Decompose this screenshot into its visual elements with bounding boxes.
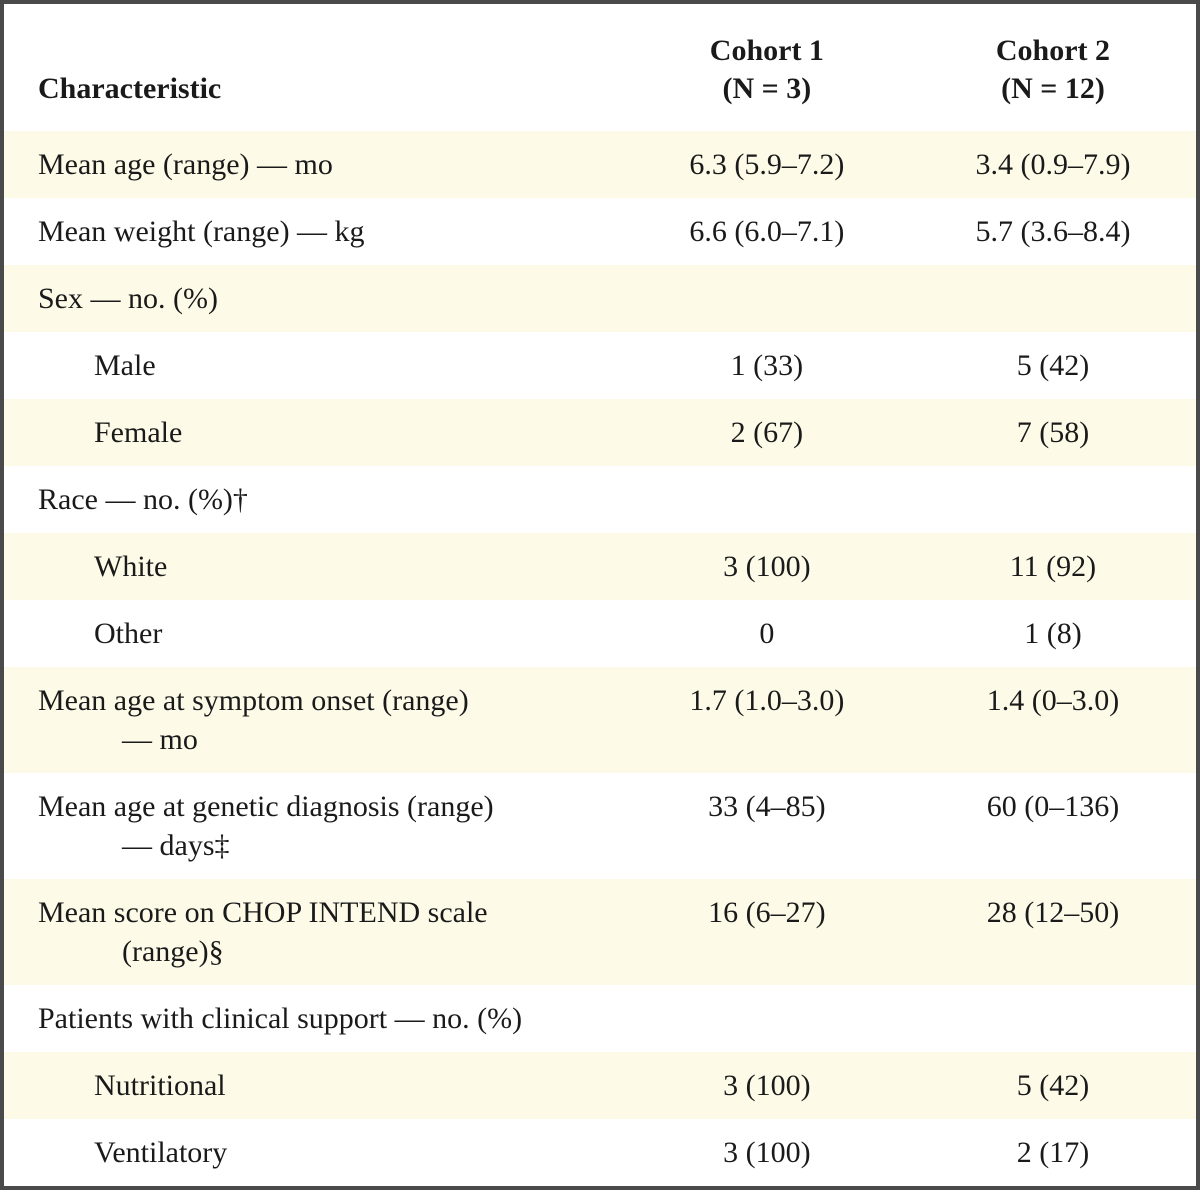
table-row: White 3 (100) 11 (92) xyxy=(4,533,1196,600)
row-label: Mean age at genetic diagnosis (range) — … xyxy=(4,773,624,879)
row-value-c1: 1 (33) xyxy=(624,332,910,399)
table-row: Mean weight (range) — kg 6.6 (6.0–7.1) 5… xyxy=(4,198,1196,265)
row-label: Mean score on CHOP INTEND scale (range)§ xyxy=(4,879,624,985)
row-value-c2 xyxy=(910,265,1196,332)
row-label-line1: Mean score on CHOP INTEND scale xyxy=(38,896,488,929)
col-header-cohort1: Cohort 1 (N = 3) xyxy=(624,4,910,131)
row-value-c1: 6.6 (6.0–7.1) xyxy=(624,198,910,265)
row-value-c1 xyxy=(624,265,910,332)
row-label: Race — no. (%)† xyxy=(4,466,624,533)
baseline-characteristics-table: Characteristic Cohort 1 (N = 3) Cohort 2… xyxy=(0,0,1200,1190)
row-value-c1 xyxy=(624,466,910,533)
row-label-line2: (range)§ xyxy=(38,932,604,971)
row-value-c2: 1.4 (0–3.0) xyxy=(910,667,1196,773)
row-value-c1: 3 (100) xyxy=(624,1052,910,1119)
row-value-c2: 2 (17) xyxy=(910,1119,1196,1186)
row-label-line1: Mean age at genetic diagnosis (range) xyxy=(38,790,494,823)
row-value-c2: 1 (8) xyxy=(910,600,1196,667)
table-row: Nutritional 3 (100) 5 (42) xyxy=(4,1052,1196,1119)
table-row: Ventilatory 3 (100) 2 (17) xyxy=(4,1119,1196,1186)
row-label: Mean weight (range) — kg xyxy=(4,198,624,265)
row-label: Mean age at symptom onset (range) — mo xyxy=(4,667,624,773)
row-value-c2: 11 (92) xyxy=(910,533,1196,600)
col-header-cohort2: Cohort 2 (N = 12) xyxy=(910,4,1196,131)
row-value-c1: 33 (4–85) xyxy=(624,773,910,879)
data-table: Characteristic Cohort 1 (N = 3) Cohort 2… xyxy=(4,4,1196,1186)
row-value-c1: 1.7 (1.0–3.0) xyxy=(624,667,910,773)
row-label: Nutritional xyxy=(4,1052,624,1119)
row-value-c1: 3 (100) xyxy=(624,533,910,600)
row-value-c1: 3 (100) xyxy=(624,1119,910,1186)
row-value-c2: 5 (42) xyxy=(910,1052,1196,1119)
table-row: Other 0 1 (8) xyxy=(4,600,1196,667)
row-label-line2: — mo xyxy=(38,720,604,759)
row-value-c2 xyxy=(910,985,1196,1052)
table-body: Mean age (range) — mo 6.3 (5.9–7.2) 3.4 … xyxy=(4,131,1196,1186)
table-row: Mean age (range) — mo 6.3 (5.9–7.2) 3.4 … xyxy=(4,131,1196,198)
row-value-c2: 7 (58) xyxy=(910,399,1196,466)
row-value-c2: 5.7 (3.6–8.4) xyxy=(910,198,1196,265)
table-row: Mean age at symptom onset (range) — mo 1… xyxy=(4,667,1196,773)
row-label: Other xyxy=(4,600,624,667)
table-row: Race — no. (%)† xyxy=(4,466,1196,533)
row-value-c1: 2 (67) xyxy=(624,399,910,466)
row-value-c2: 60 (0–136) xyxy=(910,773,1196,879)
table-header-row: Characteristic Cohort 1 (N = 3) Cohort 2… xyxy=(4,4,1196,131)
cohort2-n: (N = 12) xyxy=(930,70,1176,108)
row-value-c1: 16 (6–27) xyxy=(624,879,910,985)
row-value-c1 xyxy=(624,985,910,1052)
table-row: Mean score on CHOP INTEND scale (range)§… xyxy=(4,879,1196,985)
row-label-line1: Mean age at symptom onset (range) xyxy=(38,684,469,717)
row-label: Female xyxy=(4,399,624,466)
row-label: White xyxy=(4,533,624,600)
row-label-line2: — days‡ xyxy=(38,826,604,865)
row-value-c2: 5 (42) xyxy=(910,332,1196,399)
table-row: Sex — no. (%) xyxy=(4,265,1196,332)
col-header-characteristic: Characteristic xyxy=(4,4,624,131)
row-value-c2: 28 (12–50) xyxy=(910,879,1196,985)
cohort2-title: Cohort 2 xyxy=(930,32,1176,70)
row-label: Male xyxy=(4,332,624,399)
row-value-c1: 6.3 (5.9–7.2) xyxy=(624,131,910,198)
row-label: Ventilatory xyxy=(4,1119,624,1186)
col-header-characteristic-text: Characteristic xyxy=(38,72,221,105)
row-value-c2 xyxy=(910,466,1196,533)
row-label: Patients with clinical support — no. (%) xyxy=(4,985,624,1052)
table-row: Mean age at genetic diagnosis (range) — … xyxy=(4,773,1196,879)
table-row: Patients with clinical support — no. (%) xyxy=(4,985,1196,1052)
cohort1-title: Cohort 1 xyxy=(644,32,890,70)
row-value-c2: 3.4 (0.9–7.9) xyxy=(910,131,1196,198)
row-label: Sex — no. (%) xyxy=(4,265,624,332)
cohort1-n: (N = 3) xyxy=(644,70,890,108)
row-label: Mean age (range) — mo xyxy=(4,131,624,198)
table-row: Female 2 (67) 7 (58) xyxy=(4,399,1196,466)
table-row: Male 1 (33) 5 (42) xyxy=(4,332,1196,399)
row-value-c1: 0 xyxy=(624,600,910,667)
